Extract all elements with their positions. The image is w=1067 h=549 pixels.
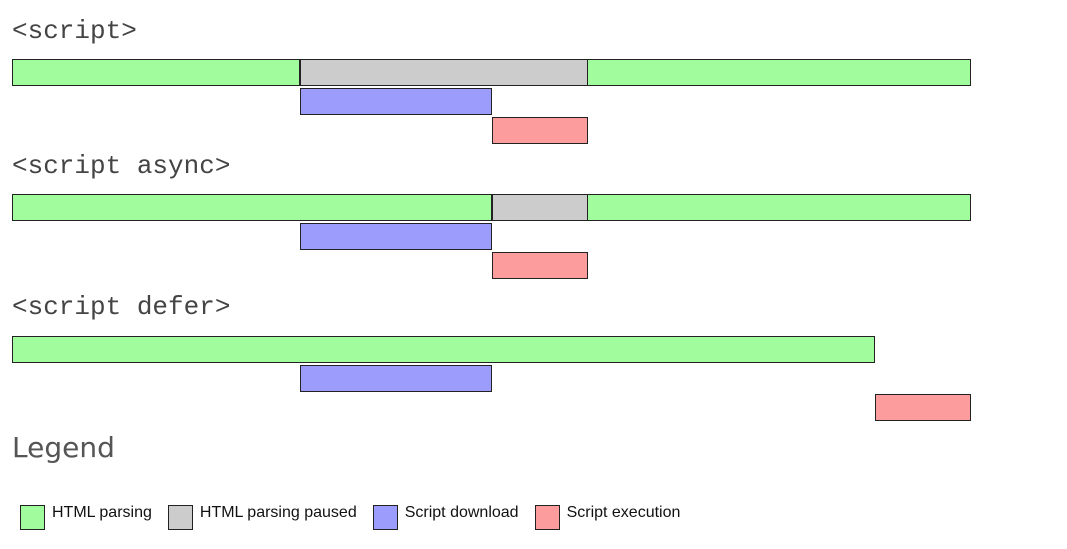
legend-label-script-download: Script download	[404, 504, 519, 521]
legend-label-html-parsing-paused: HTML parsing paused	[199, 504, 357, 521]
bar-script-async-html-parsing-paused-1-2	[492, 194, 588, 221]
bar-script-async-script-execution-3-1	[492, 252, 588, 279]
bar-script-defer-html-parsing-1-1	[12, 336, 875, 363]
bar-script-async-html-parsing-1-3	[587, 194, 971, 221]
section-title-script-async: <script async>	[12, 151, 231, 181]
bar-script-async-script-download-2-1	[300, 223, 492, 250]
bar-script-async-html-parsing-1-1	[12, 194, 492, 221]
bar-script-html-parsing-1-1	[12, 59, 300, 86]
legend-item-script-download: Script download	[372, 503, 519, 530]
legend-swatch-script-download	[372, 505, 398, 530]
bar-script-html-parsing-1-3	[587, 59, 971, 86]
bar-script-defer-script-download-2-1	[300, 365, 492, 392]
bar-script-script-execution-3-1	[492, 117, 588, 144]
legend-swatch-html-parsing	[20, 505, 45, 530]
legend-swatch-script-execution	[534, 505, 560, 530]
bar-script-defer-script-execution-3-1	[875, 394, 971, 421]
section-title-script: <script>	[12, 16, 137, 46]
legend: HTML parsing HTML parsing paused Script …	[20, 503, 696, 531]
legend-label-script-execution: Script execution	[566, 504, 681, 521]
legend-item-script-execution: Script execution	[534, 503, 681, 530]
legend-title: Legend	[12, 431, 115, 464]
bar-script-script-download-2-1	[300, 88, 492, 115]
legend-item-html-parsing-paused: HTML parsing paused	[167, 503, 357, 530]
legend-swatch-html-parsing-paused	[167, 505, 193, 530]
legend-label-html-parsing: HTML parsing	[52, 504, 152, 521]
bar-script-html-parsing-paused-1-2	[300, 59, 588, 86]
legend-item-html-parsing: HTML parsing	[20, 503, 152, 530]
section-title-script-defer: <script defer>	[12, 292, 231, 322]
